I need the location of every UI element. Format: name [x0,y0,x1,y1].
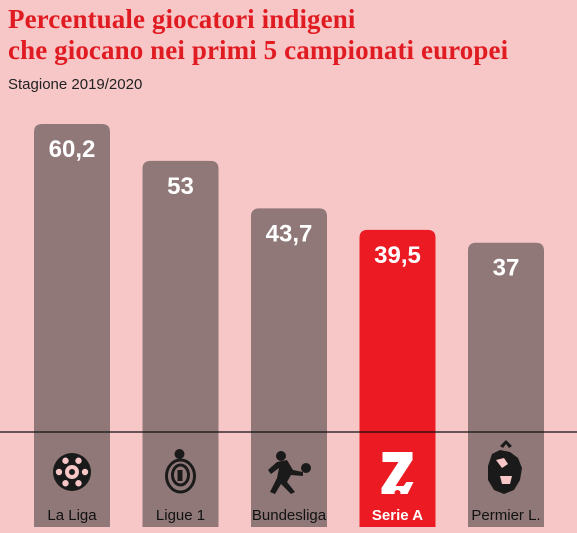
bar [359,229,436,527]
category-label: La Liga [47,507,97,524]
bar [142,160,219,527]
category-label: Ligue 1 [156,507,205,524]
bar [251,208,327,527]
laliga-logo-icon [53,453,91,491]
bar-value-label: 39,5 [374,242,421,269]
chart-title: Percentuale giocatori indigeni che gioca… [8,4,573,66]
chart-subtitle: Stagione 2019/2020 [8,76,143,93]
bar-value-label: 37 [493,255,520,282]
bundesliga-logo-icon [268,451,311,494]
category-label: Permier L. [471,507,540,524]
seriea-logo-icon [381,452,414,496]
premier-league-lion-icon [488,440,522,494]
bar-value-label: 43,7 [266,220,313,247]
bar-value-label: 60,2 [49,136,96,163]
bar [468,242,544,527]
ligue1-logo-icon [165,449,196,494]
bar [34,124,110,527]
category-label: Serie A [372,507,423,524]
category-label: Bundesliga [252,507,327,524]
bar-value-label: 53 [167,173,194,200]
chart-title-line-2: che giocano nei primi 5 campionati europ… [8,35,509,65]
chart-title-line-1: Percentuale giocatori indigeni [8,4,356,34]
